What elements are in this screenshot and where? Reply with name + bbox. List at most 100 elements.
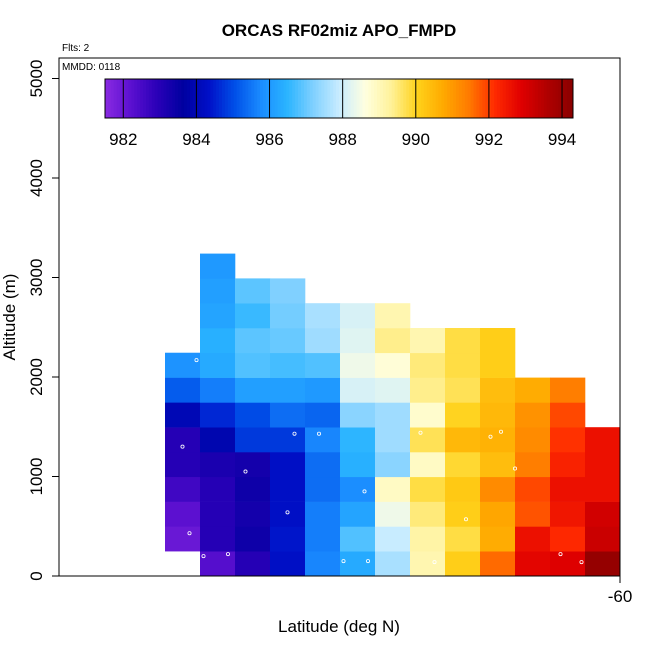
heatmap-cell [200, 501, 236, 527]
colorbar-segment [368, 79, 372, 118]
heatmap-cell [550, 402, 586, 428]
colorbar-segment [318, 79, 322, 118]
colorbar-segment [561, 79, 565, 118]
colorbar-segment [324, 79, 328, 118]
colorbar-segment [420, 79, 425, 118]
colorbar-segment [286, 79, 290, 118]
colorbar-segment [409, 79, 413, 118]
colorbar-segment [403, 79, 407, 118]
heatmap-cell [305, 303, 341, 329]
colorbar-segment [201, 79, 205, 118]
heatmap-cell [235, 352, 271, 378]
heatmap-cell [375, 501, 411, 527]
heatmap-cell [200, 377, 236, 403]
heatmap-cell [445, 476, 481, 502]
sample-point [513, 466, 518, 471]
colorbar-segment [236, 79, 240, 118]
colorbar-segment [555, 79, 559, 118]
colorbar-segment [289, 79, 293, 118]
heatmap-cell [235, 526, 271, 552]
heatmap-cell [550, 427, 586, 453]
colorbar-segment [222, 79, 226, 118]
colorbar-segment [248, 79, 252, 118]
colorbar-segment [107, 79, 112, 118]
colorbar-segment [502, 79, 507, 118]
heatmap-cell [305, 328, 341, 354]
heatmap-cell [200, 278, 236, 304]
colorbar-segment [137, 79, 141, 118]
heatmap-cell [200, 253, 236, 279]
colorbar-segment [505, 79, 510, 118]
colorbar-segment [362, 79, 366, 118]
chart-title: ORCAS RF02miz APO_FMPD [222, 21, 457, 40]
heatmap-cell [340, 476, 376, 502]
colorbar-tick-label: 994 [548, 130, 576, 149]
colorbar-segment [359, 79, 363, 118]
colorbar-segment [432, 79, 436, 118]
heatmap-cell [410, 452, 446, 478]
colorbar-segment [540, 79, 545, 118]
sample-point [225, 552, 230, 557]
colorbar-segment [207, 79, 211, 118]
colorbar-segment [186, 79, 191, 118]
colorbar-segment [175, 79, 179, 118]
heatmap-cell [340, 377, 376, 403]
heatmap-cell [410, 402, 446, 428]
colorbar-segment [148, 79, 153, 118]
heatmap-cell [410, 501, 446, 527]
colorbar-segment [479, 79, 483, 118]
heatmap-cell [305, 526, 341, 552]
heatmap-cell [235, 476, 271, 502]
colorbar-segment [467, 79, 472, 118]
heatmap-cell [200, 551, 236, 577]
colorbar-segment [251, 79, 255, 118]
x-axis: -60 [608, 576, 632, 606]
colorbar-segment [160, 79, 164, 118]
colorbar-segment [268, 79, 273, 118]
heatmap-cell [375, 526, 411, 552]
heatmap-cell [550, 452, 586, 478]
colorbar-segment [254, 79, 258, 118]
colorbar-segment [157, 79, 161, 118]
colorbar-segment [470, 79, 474, 118]
colorbar-segment [415, 79, 419, 118]
colorbar-segment [499, 79, 504, 118]
sample-point [432, 560, 437, 565]
sample-point [341, 559, 346, 564]
heatmap-cell [235, 377, 271, 403]
heatmap-cell [340, 402, 376, 428]
y-axis-label: Altitude (m) [0, 274, 19, 361]
heatmap-cell [375, 328, 411, 354]
heatmap-cell [340, 452, 376, 478]
colorbar-segment [520, 79, 524, 118]
colorbar-segment [330, 79, 334, 118]
heatmap-cell [480, 377, 516, 403]
heatmap-cell [585, 501, 621, 527]
heatmap-cell [200, 427, 236, 453]
heatmap-cell [165, 377, 201, 403]
heatmap-cell [515, 501, 551, 527]
colorbar-segment [183, 79, 188, 118]
colorbar-segment [400, 79, 404, 118]
colorbar-segment [265, 79, 270, 118]
heatmap-cell [480, 476, 516, 502]
date-annotation: MMDD: 0118 [62, 62, 121, 73]
colorbar-segment [262, 79, 267, 118]
colorbar-segment [461, 79, 466, 118]
colorbar-segment [444, 79, 448, 118]
heatmap-cell [340, 427, 376, 453]
heatmap-cell [165, 451, 201, 478]
heatmap-cell [305, 452, 341, 478]
heatmap-cell [200, 476, 236, 502]
sample-point [316, 431, 321, 436]
colorbar-segment [494, 79, 498, 118]
colorbar-segment [260, 79, 264, 118]
colorbar-segment [145, 79, 150, 118]
colorbar-segment [172, 79, 176, 118]
heatmap-cell [480, 402, 516, 428]
colorbar-segment [377, 79, 381, 118]
colorbar-segment [321, 79, 325, 118]
colorbar-segment [119, 79, 123, 118]
colorbar-tick-label: 990 [402, 130, 430, 149]
colorbar-segment [397, 79, 401, 118]
